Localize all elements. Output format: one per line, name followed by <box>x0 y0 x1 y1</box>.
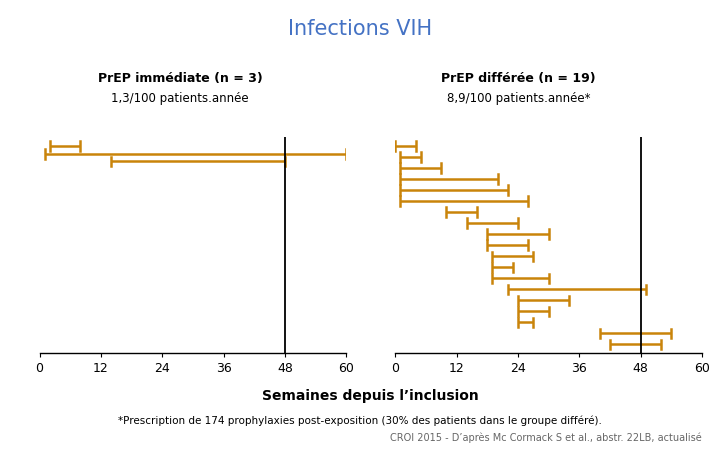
Text: 8,9/100 patients.année*: 8,9/100 patients.année* <box>446 92 590 104</box>
Text: PrEP immédiate (n = 3): PrEP immédiate (n = 3) <box>98 72 262 85</box>
Text: CROI 2015 - D’après Mc Cormack S et al., abstr. 22LB, actualisé: CROI 2015 - D’après Mc Cormack S et al.,… <box>390 433 702 443</box>
Text: Infections VIH: Infections VIH <box>288 19 432 39</box>
Text: Semaines depuis l’inclusion: Semaines depuis l’inclusion <box>262 389 480 403</box>
Text: PrEP différée (n = 19): PrEP différée (n = 19) <box>441 72 595 85</box>
Text: *Prescription de 174 prophylaxies post-exposition (30% des patients dans le grou: *Prescription de 174 prophylaxies post-e… <box>118 415 602 426</box>
Text: 1,3/100 patients.année: 1,3/100 patients.année <box>111 92 249 104</box>
